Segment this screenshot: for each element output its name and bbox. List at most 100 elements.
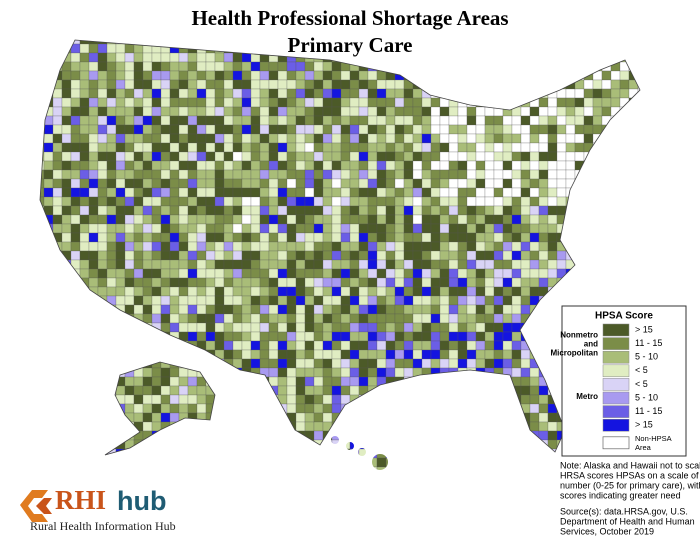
- county-cell: [187, 286, 198, 297]
- county-cell: [151, 403, 162, 414]
- county-cell: [286, 394, 297, 405]
- county-cell: [331, 205, 342, 216]
- county-cell: [394, 187, 405, 198]
- county-cell: [367, 322, 378, 333]
- county-cell: [88, 367, 99, 378]
- county-cell: [529, 412, 540, 423]
- county-cell: [439, 457, 450, 468]
- county-cell: [259, 322, 270, 333]
- county-cell: [160, 412, 171, 423]
- county-cell: [502, 430, 513, 441]
- county-cell: [88, 241, 99, 252]
- legend-swatch: [602, 323, 630, 337]
- county-cell: [313, 259, 324, 270]
- county-cell: [268, 124, 279, 135]
- county-cell: [124, 448, 135, 459]
- county-cell: [223, 322, 234, 333]
- county-cell: [313, 286, 324, 297]
- county-cell: [331, 223, 342, 234]
- county-cell: [295, 79, 306, 90]
- county-cell: [322, 214, 333, 225]
- county-cell: [331, 466, 342, 470]
- county-cell: [79, 430, 90, 441]
- county-cell: [340, 304, 351, 315]
- county-cell: [367, 70, 378, 81]
- county-cell: [52, 466, 63, 470]
- county-cell: [430, 412, 441, 423]
- county-cell: [421, 106, 432, 117]
- county-cell: [331, 133, 342, 144]
- county-cell: [601, 52, 612, 63]
- county-cell: [538, 70, 549, 81]
- county-cell: [61, 367, 72, 378]
- county-cell: [547, 142, 558, 153]
- county-cell: [601, 295, 612, 306]
- county-cell: [187, 223, 198, 234]
- county-cell: [160, 169, 171, 180]
- county-cell: [412, 295, 423, 306]
- county-cell: [358, 205, 369, 216]
- county-cell: [592, 79, 603, 90]
- county-cell: [583, 52, 594, 63]
- county-cell: [88, 403, 99, 414]
- county-cell: [511, 115, 522, 126]
- county-cell: [421, 196, 432, 207]
- county-cell: [637, 277, 640, 288]
- county-cell: [547, 97, 558, 108]
- county-cell: [538, 205, 549, 216]
- county-cell: [142, 196, 153, 207]
- county-cell: [187, 466, 198, 470]
- county-cell: [88, 340, 99, 351]
- county-cell: [79, 448, 90, 459]
- county-cell: [169, 376, 180, 387]
- county-cell: [97, 376, 108, 387]
- county-cell: [277, 115, 288, 126]
- county-cell: [529, 241, 540, 252]
- county-cell: [358, 178, 369, 189]
- county-cell: [367, 187, 378, 198]
- county-cell: [268, 223, 279, 234]
- county-cell: [412, 412, 423, 423]
- county-cell: [412, 421, 423, 432]
- county-cell: [412, 178, 423, 189]
- county-cell: [205, 43, 216, 54]
- county-cell: [259, 151, 270, 162]
- county-cell: [394, 322, 405, 333]
- county-cell: [268, 421, 279, 432]
- county-cell: [448, 268, 459, 279]
- county-cell: [457, 421, 468, 432]
- county-cell: [403, 448, 414, 459]
- county-cell: [565, 277, 576, 288]
- county-cell: [142, 376, 153, 387]
- county-cell: [493, 178, 504, 189]
- county-cell: [160, 322, 171, 333]
- county-cell: [556, 277, 567, 288]
- county-cell: [556, 97, 567, 108]
- county-cell: [304, 277, 315, 288]
- county-cell: [520, 178, 531, 189]
- county-cell: [151, 52, 162, 63]
- county-cell: [367, 88, 378, 99]
- county-cell: [124, 223, 135, 234]
- county-cell: [349, 259, 360, 270]
- county-cell: [124, 367, 135, 378]
- county-cell: [565, 70, 576, 81]
- county-cell: [647, 188, 656, 197]
- county-cell: [277, 133, 288, 144]
- county-cell: [205, 241, 216, 252]
- county-cell: [475, 268, 486, 279]
- county-cell: [115, 286, 126, 297]
- county-cell: [151, 376, 162, 387]
- county-cell: [601, 187, 612, 198]
- county-cell: [331, 457, 342, 468]
- county-cell: [214, 187, 225, 198]
- county-cell: [484, 214, 495, 225]
- county-cell: [583, 286, 594, 297]
- county-cell: [214, 349, 225, 360]
- county-cell: [160, 313, 171, 324]
- county-cell: [313, 385, 324, 396]
- county-cell: [484, 115, 495, 126]
- county-cell: [647, 170, 656, 179]
- county-cell: [61, 457, 72, 468]
- county-cell: [295, 403, 306, 414]
